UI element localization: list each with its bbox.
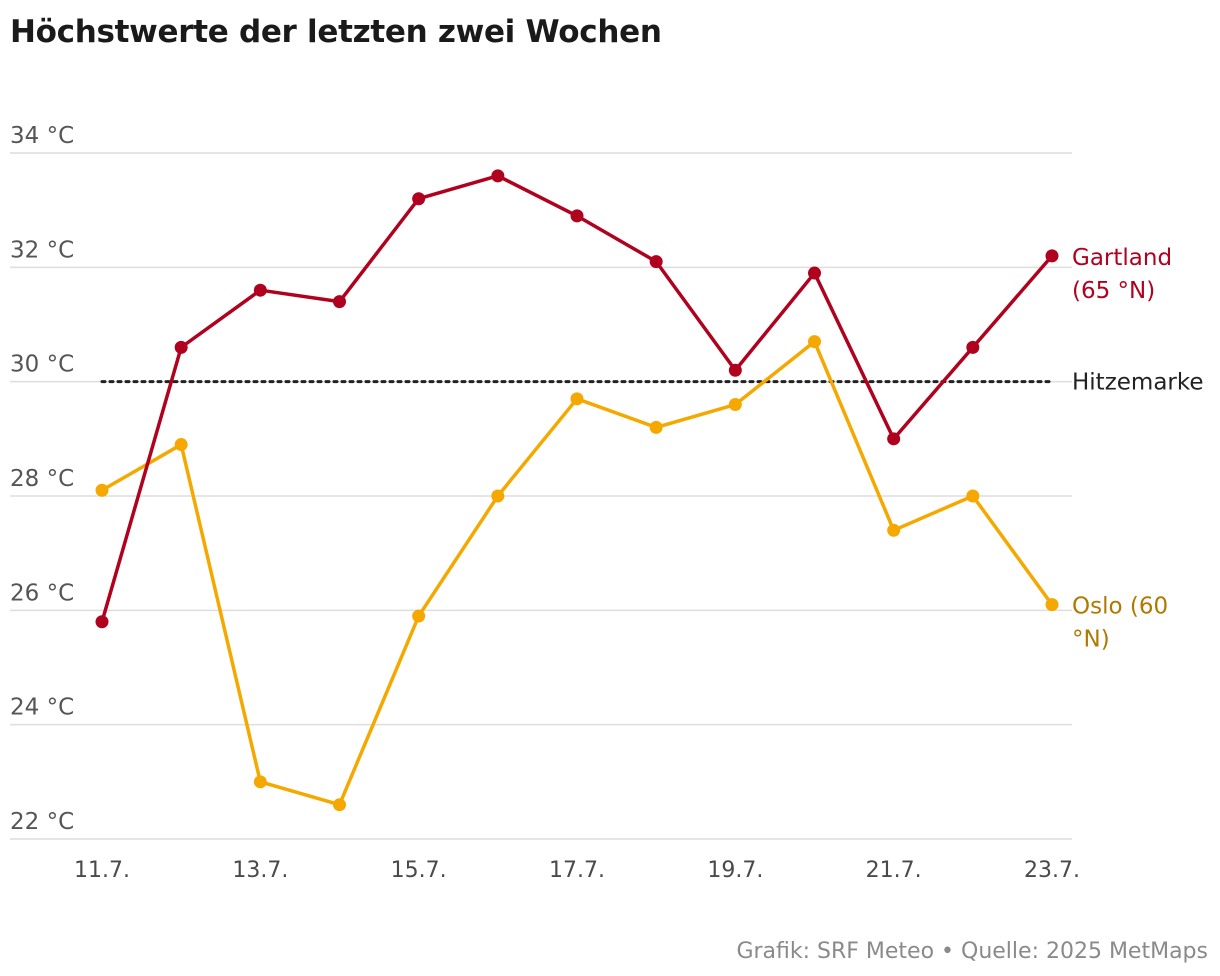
series-oslo: Oslo (60 °N) [95, 335, 1168, 812]
series-label-line: Gartland [1072, 245, 1172, 271]
data-point [412, 609, 426, 623]
data-point [808, 335, 821, 349]
data-point [966, 489, 980, 503]
x-tick-label: 15.7. [391, 858, 447, 883]
x-tick-label: 21.7. [866, 858, 922, 883]
series-label: Gartland (65 °N) [1072, 245, 1172, 304]
data-point [333, 798, 346, 812]
data-point [649, 255, 663, 269]
y-tick-label: 34 °C [10, 123, 74, 149]
data-point [1045, 249, 1059, 263]
x-tick-label: 17.7. [549, 858, 605, 883]
axis-labels: 22 °C 24 °C 26 °C 28 °C 30 °C 32 °C 34 °C 11.7.… [10, 123, 1080, 883]
data-point [966, 340, 980, 354]
y-tick-label: 32 °C [10, 237, 74, 263]
data-point [95, 615, 109, 629]
data-point [253, 283, 267, 297]
data-point [570, 392, 584, 406]
data-point [808, 266, 821, 280]
x-tick-label: 13.7. [232, 858, 288, 883]
data-point [1045, 598, 1059, 612]
data-point [253, 775, 267, 789]
data-point [174, 438, 188, 452]
series-label: Oslo (60 °N) [1072, 594, 1168, 653]
data-point [887, 523, 901, 537]
y-tick-label: 24 °C [10, 695, 74, 721]
data-point [887, 432, 901, 446]
series-label-line: Oslo (60 [1072, 594, 1168, 620]
x-tick-label: 23.7. [1024, 858, 1080, 883]
chart-title: Höchstwerte der letzten zwei Wochen [10, 14, 662, 50]
y-tick-label: 26 °C [10, 580, 74, 606]
data-point [570, 209, 584, 223]
data-point [333, 295, 346, 309]
gridlines [10, 152, 1072, 840]
reference-line-label: Hitzemarke [1072, 370, 1204, 396]
data-point [491, 169, 505, 183]
y-tick-label: 28 °C [10, 466, 74, 492]
y-tick-label: 22 °C [10, 809, 74, 835]
y-tick-label: 30 °C [10, 352, 74, 378]
x-tick-label: 19.7. [707, 858, 763, 883]
series-line [100, 339, 1054, 807]
series-group: Oslo (60 °N) Gartland (65 °N) [95, 169, 1172, 812]
data-point [728, 363, 742, 377]
series-label-line: °N) [1072, 627, 1110, 653]
data-point [174, 340, 188, 354]
data-point [412, 192, 426, 206]
series-gartland: Gartland (65 °N) [95, 169, 1172, 629]
data-point [728, 398, 742, 412]
data-point [95, 483, 109, 497]
data-point [649, 420, 663, 434]
data-point [491, 489, 505, 503]
series-label-line: (65 °N) [1072, 278, 1155, 304]
x-tick-label: 11.7. [74, 858, 130, 883]
reference-line-group: Hitzemarke [100, 370, 1204, 396]
source-credit: Grafik: SRF Meteo • Quelle: 2025 MetMaps [736, 939, 1208, 964]
